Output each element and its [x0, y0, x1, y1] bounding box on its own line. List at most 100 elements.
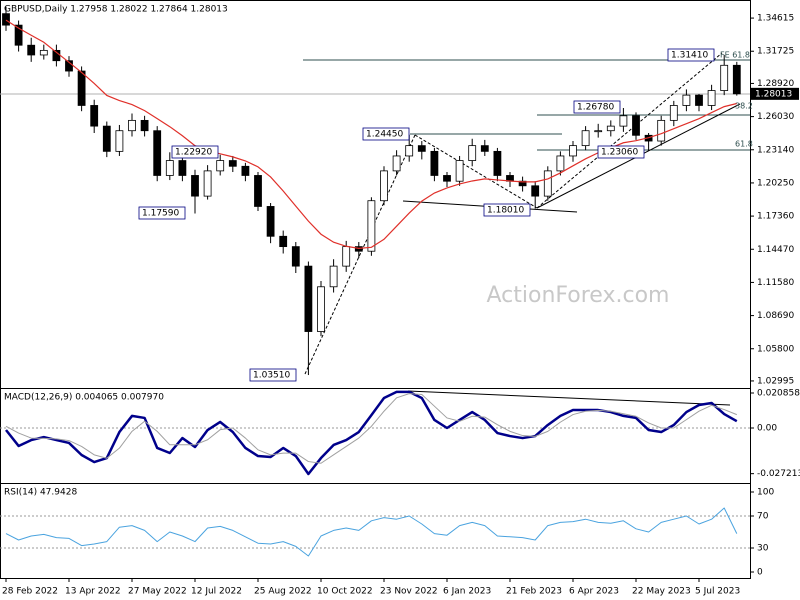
- panel-title: GBPUSD,Daily 1.27958 1.28022 1.27864 1.2…: [4, 5, 228, 15]
- candle-body: [468, 145, 477, 161]
- y-tick-label: 1.08690: [757, 311, 794, 321]
- level-label-box: [362, 127, 410, 141]
- y-tick-label: 1.17360: [757, 212, 794, 222]
- candle-body: [657, 119, 666, 142]
- level-label: 1.24450: [366, 130, 403, 140]
- candle-body: [493, 150, 502, 176]
- x-tick-label: 12 Jul 2022: [191, 587, 242, 597]
- y-tick-label: 1.23140: [757, 145, 794, 155]
- candle-body: [606, 125, 615, 132]
- x-tick-label: 6 Jan 2023: [443, 587, 491, 597]
- candle-body: [380, 170, 388, 202]
- y-tick-label: 1.14470: [757, 245, 794, 255]
- level-label: FE 61.8: [720, 51, 750, 60]
- candle-body: [707, 90, 716, 106]
- level-label-box: [573, 100, 621, 114]
- y-tick-label: 1.11580: [757, 278, 794, 288]
- candle-body: [191, 175, 199, 197]
- candle-body: [178, 160, 187, 176]
- y-tick-label: 1.05800: [757, 344, 794, 354]
- candle-body: [317, 286, 325, 332]
- x-tick-label: 6 Apr 2023: [569, 587, 619, 597]
- candle-body: [329, 265, 338, 288]
- candle-body: [518, 180, 527, 187]
- candle-body: [732, 64, 741, 95]
- candle-body: [342, 246, 351, 267]
- candle-body: [279, 235, 288, 248]
- y-tick-label: 0.00: [757, 424, 777, 434]
- level-label: 1.17590: [142, 209, 179, 219]
- plot-frame: [0, 0, 751, 579]
- y-tick-label: 30: [757, 544, 769, 554]
- x-tick-label: 5 Jul 2023: [695, 587, 740, 597]
- x-tick-label: 10 Oct 2022: [317, 587, 373, 597]
- candle-body: [405, 145, 414, 157]
- candle-body: [682, 94, 691, 106]
- x-tick-label: 21 Feb 2023: [506, 587, 562, 597]
- level-label-box: [597, 145, 645, 159]
- level-label: 1.26780: [577, 103, 614, 113]
- x-tick-label: 13 Apr 2022: [65, 587, 121, 597]
- last-price-box: [751, 87, 799, 100]
- level-label: 1.18010: [487, 206, 524, 216]
- y-tick-label: 1.28920: [757, 79, 794, 89]
- candle-body: [304, 265, 313, 332]
- level-label: 61.8: [735, 140, 753, 149]
- panel-title: RSI(14) 47.9428: [4, 488, 77, 498]
- macd-trend-line: [407, 390, 731, 406]
- candle-body: [556, 155, 565, 172]
- candle-body: [140, 119, 149, 132]
- candle-body: [632, 115, 640, 136]
- candle-body: [153, 130, 162, 176]
- level-label: 1.22920: [175, 148, 212, 158]
- watermark: ActionForex.com: [487, 283, 670, 308]
- level-label: 1.31410: [671, 51, 708, 61]
- level-label-box: [138, 206, 186, 220]
- candle-body: [39, 49, 48, 56]
- candle-body: [720, 64, 729, 91]
- y-tick-label: 1.02995: [757, 376, 794, 386]
- level-label-box: [171, 145, 219, 159]
- x-tick-label: 22 May 2023: [632, 587, 691, 597]
- level-label-box: [483, 203, 531, 217]
- y-tick-label: 100: [757, 488, 774, 498]
- candle-body: [241, 165, 250, 176]
- candle-body: [531, 185, 540, 197]
- candle-body: [619, 115, 628, 127]
- y-tick-label: 1.34615: [757, 14, 794, 24]
- candle-body: [669, 105, 678, 121]
- level-label: 1.03510: [253, 371, 290, 381]
- y-tick-label: 1.31725: [757, 47, 794, 57]
- candle-body: [443, 175, 451, 182]
- last-price-label: 1.28013: [755, 89, 792, 99]
- projection-line: [536, 52, 723, 209]
- y-tick-label: 70: [757, 512, 769, 522]
- y-tick-label: -0.027213: [757, 469, 800, 479]
- candle-body: [417, 145, 426, 152]
- candle-body: [216, 160, 225, 172]
- projection-line: [414, 134, 538, 209]
- y-tick-label: 1.20250: [757, 178, 794, 188]
- candle-body: [430, 150, 439, 176]
- y-tick-label: 1.26030: [757, 112, 794, 122]
- candle-body: [77, 70, 86, 106]
- candle-body: [291, 246, 300, 267]
- candle-body: [254, 175, 262, 207]
- candle-body: [266, 206, 275, 237]
- projection-line: [304, 134, 416, 375]
- candle-body: [203, 170, 212, 197]
- x-tick-label: 23 Nov 2022: [380, 587, 438, 597]
- x-tick-label: 25 Aug 2022: [254, 587, 312, 597]
- level-label-box: [249, 368, 297, 382]
- y-tick-label: 0.020858: [757, 389, 800, 399]
- candle-body: [102, 125, 111, 152]
- y-tick-label: 0: [757, 568, 763, 578]
- candle-body: [165, 160, 174, 176]
- x-tick-label: 27 May 2022: [128, 587, 187, 597]
- candle-body: [367, 200, 376, 252]
- level-label-box: [667, 48, 715, 62]
- candle-body: [392, 155, 401, 172]
- candle-body: [115, 130, 124, 152]
- candle-body: [90, 105, 99, 127]
